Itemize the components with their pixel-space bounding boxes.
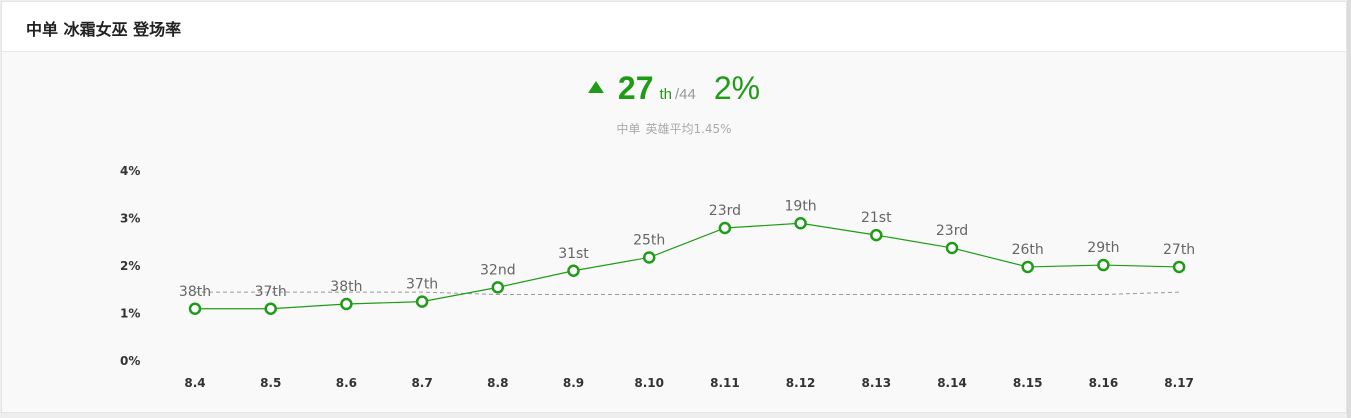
y-tick-label: 0% — [120, 354, 140, 368]
average-text: 英雄平均1.45% — [645, 122, 732, 136]
x-tick-label: 8.5 — [260, 376, 281, 390]
x-tick-label: 8.10 — [634, 376, 664, 390]
rank-total: /44 — [675, 86, 696, 103]
data-point — [567, 264, 580, 277]
data-point — [188, 302, 202, 315]
x-tick-label: 8.16 — [1089, 376, 1119, 390]
data-label: 21st — [861, 210, 892, 226]
data-point — [491, 281, 505, 294]
data-label: 38th — [179, 284, 211, 300]
data-point — [642, 251, 656, 264]
data-point — [340, 297, 353, 311]
rank-number: 27 — [617, 70, 654, 106]
x-tick-label: 8.14 — [937, 376, 967, 390]
x-tick-label: 8.13 — [861, 376, 891, 390]
data-label: 27th — [1163, 242, 1195, 258]
data-label: 31st — [558, 246, 589, 262]
data-label: 38th — [330, 279, 362, 295]
average-info: 中单 英雄平均1.45% — [2, 120, 1346, 137]
x-tick-label: 8.12 — [786, 376, 816, 390]
average-reference-line — [195, 291, 1180, 295]
panel-title: 中单 冰霜女巫 登场率 — [26, 20, 182, 39]
x-tick-label: 8.8 — [487, 376, 508, 390]
series-line — [195, 222, 1180, 310]
data-label: 37th — [255, 284, 287, 300]
data-label: 32nd — [480, 262, 516, 278]
y-tick-label: 4% — [120, 164, 140, 178]
data-label: 23rd — [709, 203, 741, 219]
data-point — [794, 217, 807, 230]
panel-header: 中单 冰霜女巫 登场率 — [2, 2, 1346, 52]
x-tick-label: 8.4 — [184, 376, 205, 390]
y-tick-label: 2% — [120, 259, 140, 273]
x-tick-label: 8.11 — [710, 376, 740, 390]
y-tick-label: 1% — [120, 307, 140, 321]
rank-summary: 27 th /44 2% — [2, 70, 1346, 114]
average-role: 中单 — [616, 122, 641, 136]
data-point — [264, 302, 277, 315]
data-label: 19th — [785, 198, 817, 214]
data-point — [415, 295, 429, 308]
data-label: 25th — [633, 232, 665, 248]
data-point — [1021, 260, 1034, 274]
x-tick-label: 8.17 — [1164, 376, 1194, 390]
data-point — [1097, 258, 1110, 272]
play-rate: 2% — [713, 70, 761, 106]
rank-suffix: th — [659, 86, 672, 103]
scrollbar[interactable] — [1347, 0, 1351, 418]
data-label: 23rd — [936, 223, 968, 239]
data-label: 37th — [406, 277, 438, 293]
x-tick-label: 8.7 — [411, 376, 432, 390]
trend-up-icon — [587, 81, 604, 93]
data-point — [945, 241, 959, 255]
x-tick-label: 8.9 — [563, 376, 584, 390]
x-tick-label: 8.6 — [336, 376, 357, 390]
x-tick-label: 8.15 — [1013, 376, 1043, 390]
y-tick-label: 3% — [120, 212, 140, 226]
data-label: 29th — [1087, 240, 1119, 256]
data-point — [718, 221, 732, 235]
data-point — [1172, 260, 1186, 274]
data-label: 26th — [1012, 242, 1044, 258]
data-point — [870, 228, 883, 242]
